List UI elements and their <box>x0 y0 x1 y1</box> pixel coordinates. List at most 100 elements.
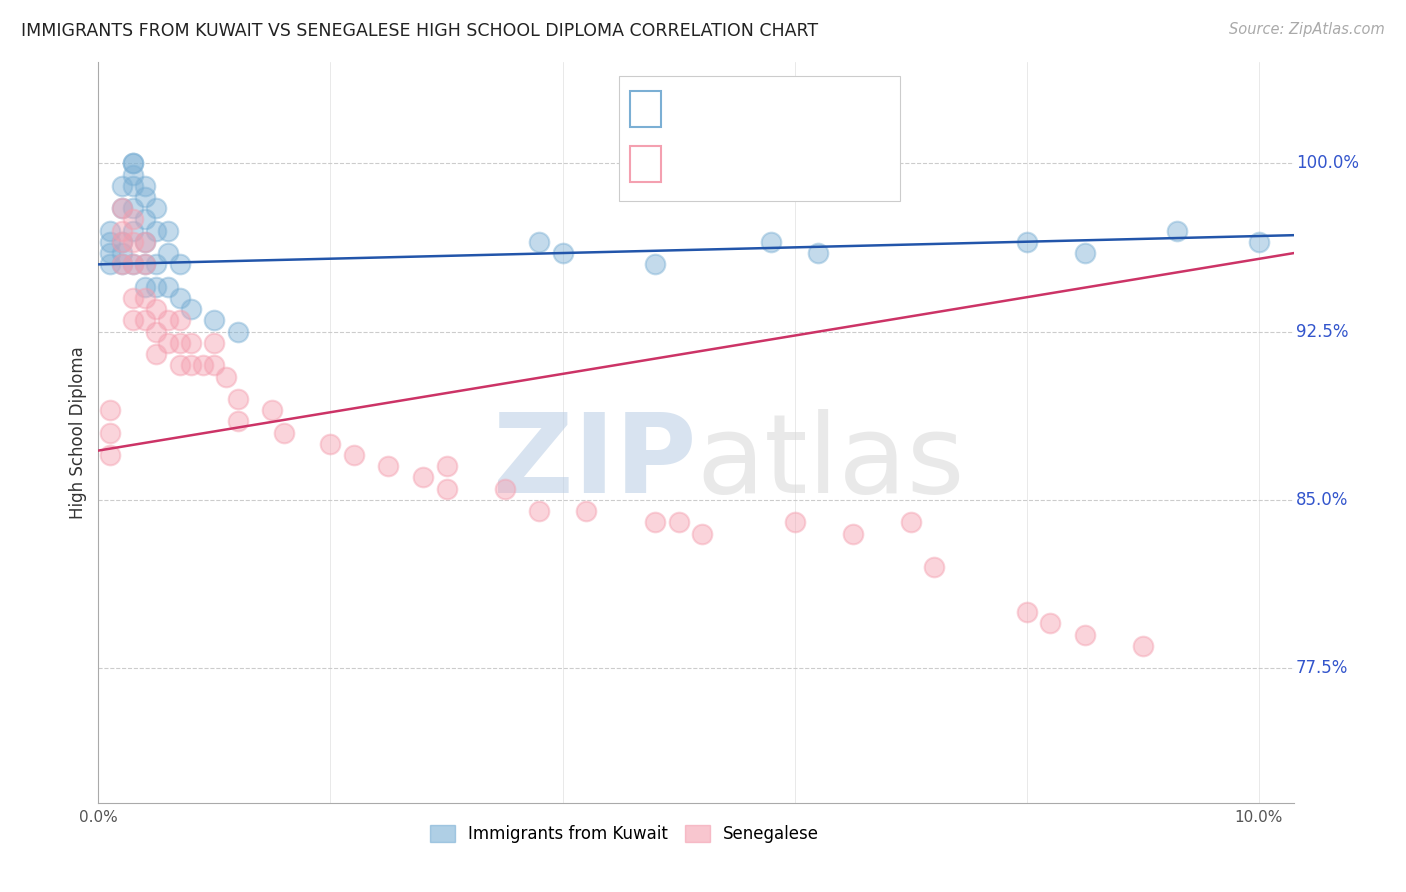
Point <box>180 335 202 350</box>
Point <box>262 403 284 417</box>
Point <box>98 448 121 462</box>
Point <box>436 459 458 474</box>
Point <box>157 280 180 294</box>
Point <box>134 178 156 193</box>
Point <box>122 156 145 170</box>
Point <box>111 224 134 238</box>
Text: 43: 43 <box>787 100 813 118</box>
Point <box>122 257 145 271</box>
Point <box>343 448 366 462</box>
Point <box>1132 639 1154 653</box>
Point <box>98 403 121 417</box>
Text: 54: 54 <box>787 155 813 173</box>
Text: R =: R = <box>669 100 709 118</box>
Point <box>575 504 598 518</box>
Point <box>900 516 922 530</box>
Point <box>98 257 121 271</box>
Point <box>157 224 180 238</box>
Point <box>1247 235 1270 249</box>
Point <box>204 313 226 327</box>
Point <box>180 302 202 317</box>
Point <box>169 291 191 305</box>
Text: atlas: atlas <box>696 409 965 516</box>
Point <box>169 359 191 373</box>
Point <box>1073 246 1095 260</box>
Point <box>122 235 145 249</box>
Text: 100.0%: 100.0% <box>1296 154 1360 172</box>
Point <box>122 168 145 182</box>
Point <box>111 246 134 260</box>
Point <box>215 369 238 384</box>
Point <box>169 313 191 327</box>
Point <box>98 425 121 440</box>
Point <box>145 280 167 294</box>
Text: N =: N = <box>742 155 794 173</box>
Legend: Immigrants from Kuwait, Senegalese: Immigrants from Kuwait, Senegalese <box>423 819 825 850</box>
Point <box>319 437 342 451</box>
Y-axis label: High School Diploma: High School Diploma <box>69 346 87 519</box>
Point <box>157 335 180 350</box>
Point <box>111 257 134 271</box>
Point <box>226 414 249 428</box>
Text: 0.454: 0.454 <box>703 155 759 173</box>
Point <box>412 470 434 484</box>
Point <box>111 257 134 271</box>
Point <box>111 201 134 215</box>
Point <box>226 325 249 339</box>
Text: IMMIGRANTS FROM KUWAIT VS SENEGALESE HIGH SCHOOL DIPLOMA CORRELATION CHART: IMMIGRANTS FROM KUWAIT VS SENEGALESE HIG… <box>21 22 818 40</box>
Point <box>273 425 295 440</box>
Point <box>807 246 830 260</box>
Point <box>180 359 202 373</box>
Point <box>145 325 167 339</box>
Point <box>529 504 551 518</box>
Point <box>783 516 806 530</box>
Point <box>644 257 666 271</box>
Text: 92.5%: 92.5% <box>1296 323 1348 341</box>
Text: 77.5%: 77.5% <box>1296 659 1348 677</box>
Text: R =: R = <box>669 155 709 173</box>
Point <box>134 190 156 204</box>
Point <box>111 235 134 249</box>
Point <box>191 359 214 373</box>
Point <box>1039 616 1062 631</box>
Point <box>690 526 713 541</box>
Point <box>122 224 145 238</box>
Point <box>134 280 156 294</box>
Point <box>377 459 399 474</box>
Point <box>157 246 180 260</box>
Point <box>436 482 458 496</box>
Text: N =: N = <box>742 100 794 118</box>
Point <box>668 516 690 530</box>
Point <box>111 178 134 193</box>
Point <box>1166 224 1188 238</box>
Point <box>145 347 167 361</box>
Point <box>841 526 863 541</box>
Point <box>922 560 945 574</box>
Point <box>122 313 145 327</box>
Point <box>157 313 180 327</box>
Point <box>134 313 156 327</box>
Point <box>529 235 551 249</box>
Point <box>169 335 191 350</box>
Point <box>111 235 134 249</box>
Point <box>122 212 145 227</box>
Point <box>145 224 167 238</box>
Point <box>122 156 145 170</box>
Text: 85.0%: 85.0% <box>1296 491 1348 509</box>
Point <box>134 257 156 271</box>
Point <box>98 246 121 260</box>
Point <box>145 201 167 215</box>
Point <box>122 257 145 271</box>
Point <box>134 212 156 227</box>
Text: Source: ZipAtlas.com: Source: ZipAtlas.com <box>1229 22 1385 37</box>
Point <box>111 201 134 215</box>
Point <box>761 235 783 249</box>
Point <box>494 482 516 496</box>
Point <box>204 359 226 373</box>
Text: ZIP: ZIP <box>492 409 696 516</box>
Point <box>134 235 156 249</box>
Point <box>145 302 167 317</box>
Point <box>204 335 226 350</box>
Text: 10.0%: 10.0% <box>1234 810 1282 824</box>
Point <box>1015 235 1038 249</box>
